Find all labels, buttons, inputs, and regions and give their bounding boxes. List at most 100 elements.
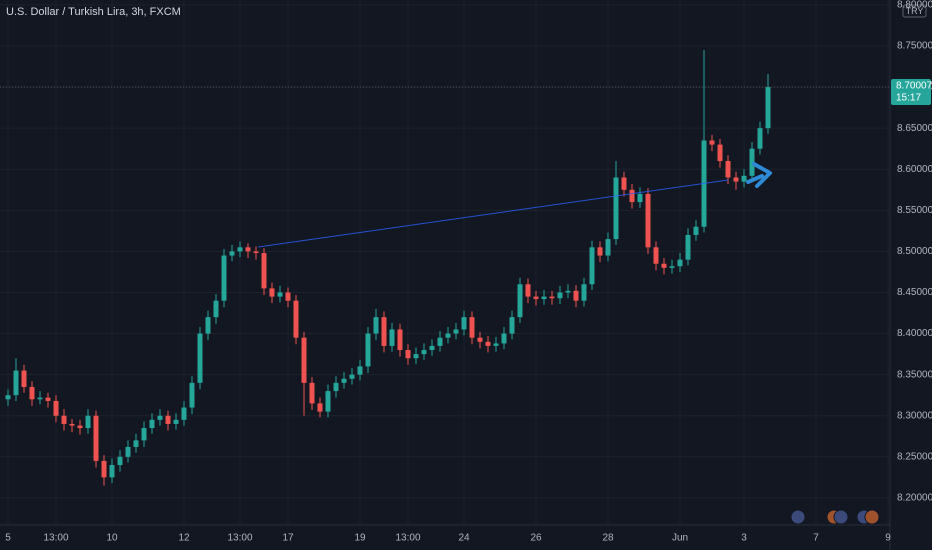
candle-body <box>341 378 347 383</box>
last-price-box <box>891 79 931 106</box>
candle-body <box>413 354 419 359</box>
candle-body <box>517 284 523 318</box>
currency-box[interactable] <box>902 4 927 18</box>
candle-body <box>741 175 747 182</box>
x-tick-label: 5 <box>5 533 11 544</box>
candle-body <box>429 345 435 350</box>
candle-body <box>293 300 299 338</box>
candle-body <box>637 193 643 203</box>
candle-body <box>101 460 107 478</box>
y-tick-label: 8.50000 <box>897 246 932 257</box>
x-tick-label: 19 <box>354 533 366 544</box>
candle-body <box>533 296 539 300</box>
x-tick-label: 9 <box>885 533 891 544</box>
y-tick-label: 8.45000 <box>897 287 932 298</box>
x-tick-label: 13:00 <box>227 533 252 544</box>
candle-body <box>469 317 475 338</box>
candle-body <box>749 148 755 176</box>
candle-body <box>317 403 323 412</box>
y-tick-label: 8.65000 <box>897 123 932 134</box>
candle-body <box>237 247 243 252</box>
candle-body <box>501 333 507 344</box>
x-tick-label: 7 <box>813 533 819 544</box>
event-icon <box>790 509 806 525</box>
candle-body <box>597 247 603 256</box>
candle-body <box>757 128 763 149</box>
candle-body <box>669 266 675 268</box>
candle-body <box>45 397 51 401</box>
candle-body <box>613 177 619 240</box>
y-tick-label: 8.25000 <box>897 451 932 462</box>
candle-body <box>301 337 307 383</box>
candle-body <box>141 428 147 441</box>
candle-body <box>181 407 187 420</box>
candle-body <box>373 317 379 334</box>
candle-body <box>253 251 259 254</box>
candle-body <box>765 87 771 129</box>
x-tick-label: 28 <box>602 533 614 544</box>
candle-body <box>461 317 467 330</box>
candle-body <box>157 415 163 420</box>
candle-body <box>13 370 19 396</box>
candle-body <box>213 300 219 318</box>
candle-body <box>29 386 35 400</box>
y-tick-label: 8.75000 <box>897 41 932 52</box>
candle-body <box>165 415 171 424</box>
candle-body <box>221 255 227 301</box>
candle-body <box>261 253 267 289</box>
candle-body <box>365 333 371 367</box>
chart-title: U.S. Dollar / Turkish Lira, 3h, FXCM <box>6 6 181 18</box>
candle-body <box>509 317 515 334</box>
candle-body <box>549 296 555 299</box>
candle-body <box>189 382 195 408</box>
candle-body <box>309 382 315 404</box>
y-tick-label: 8.60000 <box>897 164 932 175</box>
candle-body <box>725 161 731 178</box>
candle-body <box>109 465 115 478</box>
candle-body <box>733 177 739 182</box>
candle-body <box>541 296 547 300</box>
candle-body <box>717 144 723 162</box>
y-tick-label: 8.35000 <box>897 369 932 380</box>
y-tick-label: 8.55000 <box>897 205 932 216</box>
candle-body <box>485 341 491 346</box>
currency-label[interactable]: TRY <box>906 6 924 16</box>
candle-body <box>357 366 363 375</box>
x-tick-label: 10 <box>106 533 118 544</box>
candle-body <box>605 239 611 256</box>
candle-body <box>693 226 699 235</box>
candle-body <box>85 415 91 429</box>
candle-body <box>93 415 99 461</box>
candle-body <box>445 333 451 338</box>
candle-body <box>61 415 67 424</box>
candle-body <box>565 290 571 293</box>
candle-body <box>621 177 627 190</box>
event-icon <box>864 509 880 525</box>
x-tick-label: 3 <box>741 533 747 544</box>
arrow-head <box>752 162 772 188</box>
candle-body <box>397 329 403 350</box>
candle-body <box>285 292 291 301</box>
candle-body <box>381 317 387 346</box>
x-tick-label: Jun <box>672 533 688 544</box>
countdown-label: 15:17 <box>896 93 921 104</box>
candle-body <box>173 419 179 424</box>
candle-body <box>333 382 339 392</box>
candle-body <box>557 292 563 299</box>
x-tick-label: 13:00 <box>43 533 68 544</box>
candle-body <box>493 343 499 346</box>
y-tick-label: 8.80000 <box>897 0 932 11</box>
candle-body <box>525 284 531 297</box>
candle-body <box>229 251 235 256</box>
candle-body <box>349 374 355 379</box>
candle-body <box>5 395 11 400</box>
candle-body <box>677 259 683 267</box>
arrow-shaft <box>746 174 764 184</box>
candle-body <box>405 350 411 359</box>
candle-body <box>685 234 691 260</box>
candle-body <box>77 425 83 429</box>
candle-body <box>149 419 155 429</box>
last-price-label: 8.70007 <box>896 81 932 92</box>
candle-body <box>653 247 659 264</box>
